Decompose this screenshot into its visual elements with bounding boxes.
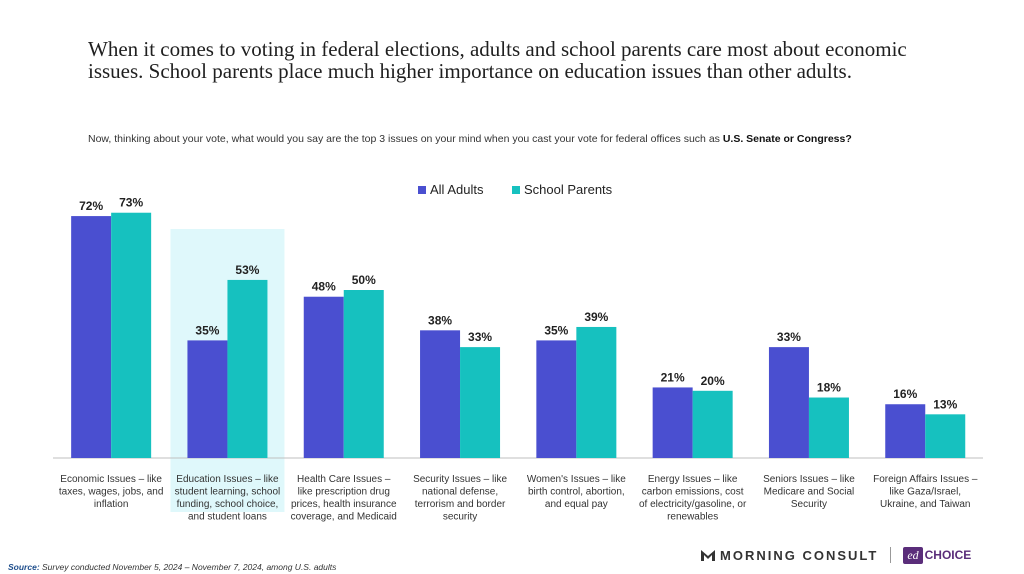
bar-school-parents	[808, 397, 849, 458]
data-label: 16%	[893, 387, 917, 401]
category-label: renewables	[667, 512, 718, 523]
legend-label-all-adults: All Adults	[430, 182, 484, 197]
bar-all-adults	[768, 347, 809, 458]
bar-school-parents	[925, 414, 966, 458]
source-text: Survey conducted November 5, 2024 – Nove…	[39, 562, 337, 572]
question-bold: U.S. Senate or Congress?	[722, 133, 852, 145]
edchoice-logo: ed CHOICE	[903, 546, 972, 564]
logo-divider	[890, 547, 892, 563]
morning-consult-text: MORNING CONSULT	[720, 547, 879, 563]
bar-school-parents	[111, 212, 152, 458]
category-label: taxes, wages, jobs, and	[59, 487, 164, 498]
category-label: security	[443, 512, 477, 523]
source-label: Source:	[8, 562, 40, 572]
data-label: 39%	[584, 310, 608, 324]
morning-consult-logo: MORNING CONSULT	[700, 548, 878, 563]
category-label: birth control, abortion,	[528, 487, 625, 498]
category-label: Education Issues – like	[176, 474, 279, 485]
data-label: 21%	[661, 370, 685, 384]
brand-logos: MORNING CONSULT ed CHOICE	[700, 543, 971, 567]
category-label: coverage, and Medicaid	[291, 512, 397, 523]
data-label: 72%	[79, 199, 103, 213]
legend-swatch-school-parents	[512, 186, 520, 194]
bar-all-adults	[71, 216, 112, 458]
data-label: 50%	[352, 273, 376, 287]
category-label: Security Issues – like	[413, 474, 507, 485]
category-label: Ukraine, and Taiwan	[880, 499, 970, 510]
question-prefix: Now, thinking about your vote, what woul…	[88, 133, 723, 145]
data-label: 13%	[933, 397, 957, 411]
bar-school-parents	[576, 326, 617, 458]
edchoice-text: CHOICE	[924, 548, 972, 562]
bar-all-adults	[303, 296, 344, 458]
category-label: inflation	[94, 499, 128, 510]
category-label: Medicare and Social	[764, 487, 855, 498]
category-label: terrorism and border	[415, 499, 506, 510]
category-label: of electricity/gasoline, or	[639, 499, 747, 510]
category-label: Health Care Issues –	[297, 474, 391, 485]
bar-all-adults	[420, 330, 461, 458]
data-label: 38%	[428, 313, 452, 327]
data-label: 48%	[312, 280, 336, 294]
data-label: 33%	[468, 330, 492, 344]
category-label: and student loans	[188, 512, 267, 523]
data-label: 73%	[119, 196, 143, 210]
category-label: Economic Issues – like	[60, 474, 162, 485]
category-label: Foreign Affairs Issues –	[873, 474, 978, 485]
bar-school-parents	[460, 347, 501, 458]
data-label: 20%	[701, 374, 725, 388]
data-label: 35%	[195, 323, 219, 337]
category-label: and equal pay	[545, 499, 608, 510]
bar-school-parents	[227, 279, 268, 458]
category-label: carbon emissions, cost	[642, 487, 744, 498]
category-label: Women's Issues – like	[527, 474, 626, 485]
source-note: Source: Survey conducted November 5, 202…	[8, 562, 336, 572]
category-label: like prescription drug	[298, 487, 390, 498]
question-text: Now, thinking about your vote, what woul…	[88, 133, 988, 145]
category-label: prices, health insurance	[291, 499, 397, 510]
category-label: Security	[791, 499, 827, 510]
bar-all-adults	[536, 340, 577, 458]
bar-all-adults	[885, 404, 926, 458]
data-label: 33%	[777, 330, 801, 344]
category-label: Seniors Issues – like	[763, 474, 855, 485]
edchoice-mark: ed	[903, 546, 923, 564]
data-label: 35%	[544, 323, 568, 337]
bar-school-parents	[692, 390, 733, 458]
legend-label-school-parents: School Parents	[524, 182, 613, 197]
bar-school-parents	[343, 290, 384, 458]
bar-all-adults	[187, 340, 228, 458]
category-label: funding, school choice,	[177, 499, 279, 510]
bar-all-adults	[652, 387, 693, 458]
legend-swatch-all-adults	[418, 186, 426, 194]
category-label: like Gaza/Israel,	[889, 487, 961, 498]
category-label: student learning, school	[175, 487, 281, 498]
data-label: 18%	[817, 381, 841, 395]
data-label: 53%	[235, 263, 259, 277]
category-label: national defense,	[422, 487, 498, 498]
morning-consult-icon	[701, 550, 715, 561]
category-label: Energy Issues – like	[648, 474, 738, 485]
headline: When it comes to voting in federal elect…	[88, 37, 907, 83]
